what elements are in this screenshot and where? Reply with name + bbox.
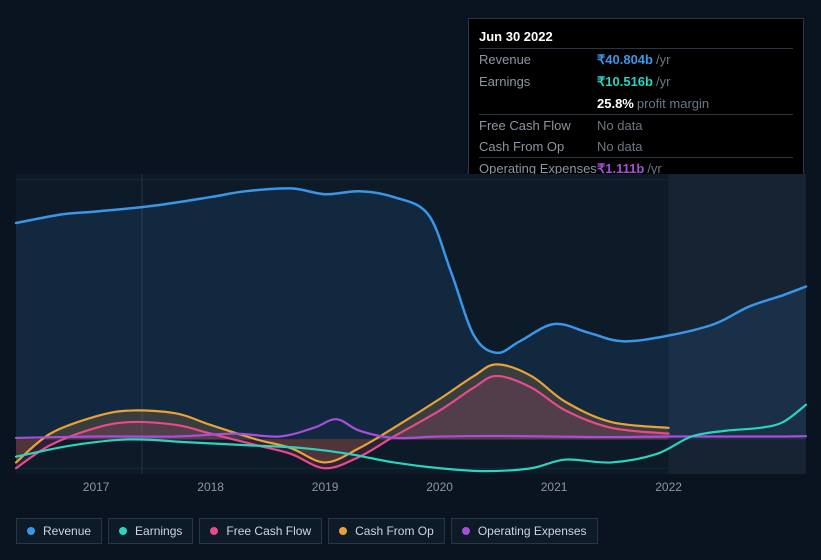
legend-label: Revenue <box>43 524 91 538</box>
chart-area[interactable]: -₹10b₹0₹90b 201720182019202020212022 <box>16 160 806 500</box>
tooltip-row: Revenue₹40.804b/yr <box>479 49 793 71</box>
legend-item[interactable]: Earnings <box>108 518 193 544</box>
tooltip-label: Revenue <box>479 52 597 68</box>
tooltip-row: 25.8%profit margin <box>479 93 793 114</box>
tooltip-label: Earnings <box>479 74 597 90</box>
chart-container: Jun 30 2022 Revenue₹40.804b/yrEarnings₹1… <box>0 0 821 560</box>
tooltip-row: Cash From OpNo data <box>479 136 793 157</box>
tooltip-row: Free Cash FlowNo data <box>479 114 793 136</box>
tooltip-value: 25.8%profit margin <box>597 96 793 111</box>
legend-item[interactable]: Operating Expenses <box>451 518 598 544</box>
legend-color-icon <box>462 527 470 535</box>
legend: Revenue Earnings Free Cash Flow Cash From O… <box>16 518 598 544</box>
x-axis-label: 2020 <box>426 480 453 494</box>
tooltip-value: ₹40.804b/yr <box>597 52 793 68</box>
legend-color-icon <box>119 527 127 535</box>
tooltip-value: No data <box>597 118 793 133</box>
x-axis-label: 2022 <box>655 480 682 494</box>
legend-label: Cash From Op <box>355 524 434 538</box>
x-axis-labels: 2017 2018 2019 2020 2021 2022 <box>16 480 806 500</box>
tooltip-value: ₹10.516b/yr <box>597 74 793 90</box>
legend-label: Free Cash Flow <box>226 524 311 538</box>
legend-label: Earnings <box>135 524 182 538</box>
x-axis-label: 2017 <box>83 480 110 494</box>
legend-label: Operating Expenses <box>478 524 587 538</box>
plot-area[interactable] <box>16 174 806 474</box>
legend-color-icon <box>210 527 218 535</box>
tooltip-label: Cash From Op <box>479 139 597 154</box>
tooltip-row: Earnings₹10.516b/yr <box>479 71 793 93</box>
chart-svg <box>16 174 806 474</box>
tooltip-label <box>479 96 597 111</box>
legend-color-icon <box>27 527 35 535</box>
x-axis-label: 2018 <box>197 480 224 494</box>
tooltip-label: Free Cash Flow <box>479 118 597 133</box>
x-axis-label: 2019 <box>312 480 339 494</box>
legend-item[interactable]: Free Cash Flow <box>199 518 322 544</box>
x-axis-label: 2021 <box>541 480 568 494</box>
tooltip-value: No data <box>597 139 793 154</box>
legend-color-icon <box>339 527 347 535</box>
legend-item[interactable]: Revenue <box>16 518 102 544</box>
legend-item[interactable]: Cash From Op <box>328 518 445 544</box>
tooltip-date: Jun 30 2022 <box>479 25 793 49</box>
